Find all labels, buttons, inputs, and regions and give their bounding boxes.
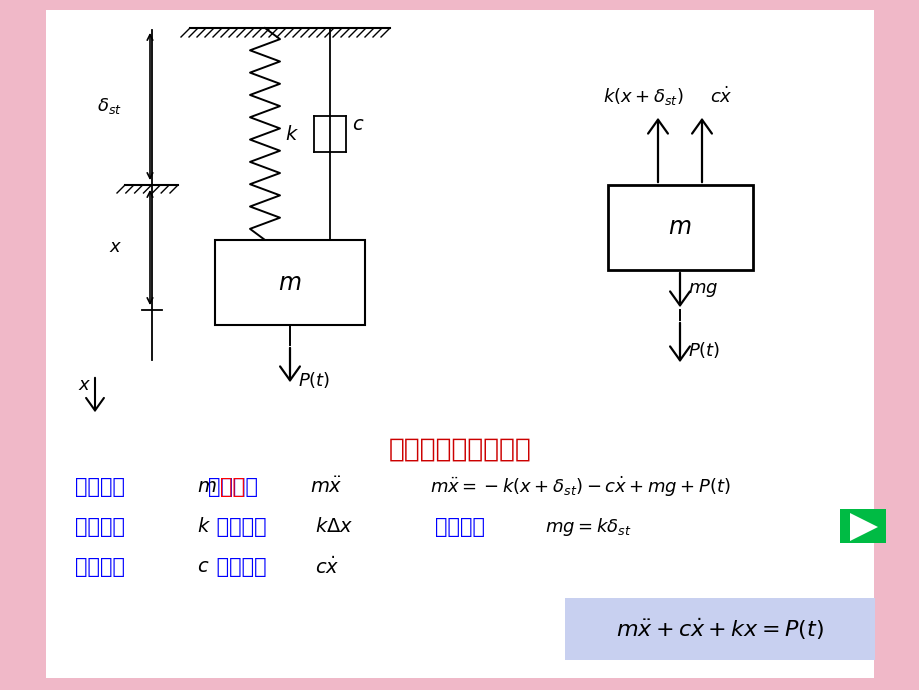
Text: 惯性元件: 惯性元件 bbox=[75, 477, 131, 497]
Text: 单自由度系统的力学: 单自由度系统的力学 bbox=[388, 437, 531, 463]
Text: ，惯性力: ，惯性力 bbox=[208, 477, 265, 497]
Text: $\delta_{st}$: $\delta_{st}$ bbox=[97, 97, 122, 117]
Bar bbox=[564, 598, 874, 660]
Text: 模型: 模型 bbox=[220, 477, 244, 497]
Text: $x$: $x$ bbox=[78, 376, 92, 394]
Text: $mg$: $mg$ bbox=[687, 281, 718, 299]
Text: $k$: $k$ bbox=[285, 124, 299, 144]
Text: $m\ddot{x}$: $m\ddot{x}$ bbox=[310, 477, 342, 497]
Text: $c\dot{x}$: $c\dot{x}$ bbox=[709, 87, 732, 107]
Text: $k$: $k$ bbox=[197, 518, 210, 537]
Bar bbox=[839, 509, 885, 543]
Text: $P(t)$: $P(t)$ bbox=[298, 370, 330, 390]
Text: 阻尼元件: 阻尼元件 bbox=[75, 557, 131, 577]
Text: $k\Delta x$: $k\Delta x$ bbox=[314, 518, 353, 537]
Bar bbox=[607, 185, 752, 270]
Text: $m\ddot{x} + c\dot{x} + kx = P(t)$: $m\ddot{x} + c\dot{x} + kx = P(t)$ bbox=[616, 616, 823, 642]
Text: 弹性元件: 弹性元件 bbox=[75, 517, 131, 537]
Text: $m$: $m$ bbox=[197, 477, 216, 497]
Text: $P(t)$: $P(t)$ bbox=[687, 340, 720, 360]
Text: $m$: $m$ bbox=[667, 215, 691, 239]
Text: $mg = k\delta_{st}$: $mg = k\delta_{st}$ bbox=[544, 516, 630, 538]
Text: $k(x+\delta_{st})$: $k(x+\delta_{st})$ bbox=[602, 86, 683, 107]
Text: $c\dot{x}$: $c\dot{x}$ bbox=[314, 556, 339, 578]
Text: $m\ddot{x} = -k(x+\delta_{st}) - c\dot{x}+ mg + P(t)$: $m\ddot{x} = -k(x+\delta_{st}) - c\dot{x… bbox=[429, 475, 730, 499]
Text: $m$: $m$ bbox=[278, 270, 301, 295]
Text: ，弹性力: ，弹性力 bbox=[210, 517, 273, 537]
Text: $c$: $c$ bbox=[352, 115, 364, 133]
Text: $c$: $c$ bbox=[197, 558, 210, 577]
Text: $x$: $x$ bbox=[108, 239, 122, 257]
Text: ，阻尼力: ，阻尼力 bbox=[210, 557, 273, 577]
Bar bbox=[215, 240, 365, 325]
Polygon shape bbox=[849, 513, 877, 541]
Text: 静平衡时: 静平衡时 bbox=[435, 517, 491, 537]
